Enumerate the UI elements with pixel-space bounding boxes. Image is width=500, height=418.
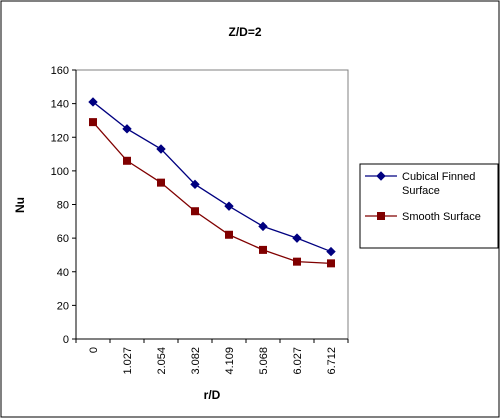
legend-entry: Smooth Surface [365,211,481,223]
y-tick-label: 140 [51,99,69,111]
y-tick-label: 40 [57,267,69,279]
x-tick-label: 0 [88,347,100,353]
x-tick-label: 6.712 [326,347,338,375]
y-tick-label: 100 [51,166,69,178]
y-tick-label: 160 [51,65,69,77]
data-point [377,212,385,220]
series-layer [88,97,336,268]
legend-label: Surface [402,185,440,197]
data-point [157,178,165,187]
legend-label: Cubical Finned [402,171,475,183]
x-axis-label: r/D [204,388,221,402]
x-axis: 0 1.027 2.054 3.082 4.109 5.068 6.027 6.712 [75,338,349,375]
series-2 [89,118,335,268]
x-tick-label: 1.027 [122,347,134,375]
data-point [258,221,268,232]
y-axis-label: Nu [13,197,27,213]
data-point [376,171,386,181]
x-tick-label: 3.082 [190,347,202,375]
y-tick-label: 120 [51,132,69,144]
chart-title: Z/D=2 [228,25,261,39]
legend-label: Smooth Surface [402,211,481,223]
y-tick-label: 80 [57,200,69,212]
data-point [326,246,336,257]
x-tick-label: 5.068 [258,347,270,375]
legend-entry: Cubical Finned Surface [365,171,475,197]
data-point [259,245,267,254]
y-tick-label: 20 [57,300,69,312]
data-point [156,144,166,154]
data-point [225,230,233,239]
data-point [190,179,200,190]
plot-area [75,69,349,340]
data-point [327,259,335,268]
data-point [122,124,132,134]
data-point [89,118,97,127]
y-tick-label: 60 [57,233,69,245]
x-tick-label: 4.109 [224,347,236,375]
x-tick-label: 6.027 [292,347,304,375]
legend: Cubical Finned Surface Smooth Surface [359,163,499,249]
data-point [292,233,302,243]
y-tick-label: 0 [63,334,69,346]
data-point [293,257,301,266]
series-line [92,121,332,264]
y-axis: 0 20 40 60 80 100 120 140 160 [51,65,77,346]
series-1 [88,97,336,257]
x-tick-label: 2.054 [156,347,168,375]
series-line [92,101,332,253]
data-point [88,97,98,107]
data-point [224,201,234,211]
data-point [191,207,199,216]
data-point [123,156,131,165]
